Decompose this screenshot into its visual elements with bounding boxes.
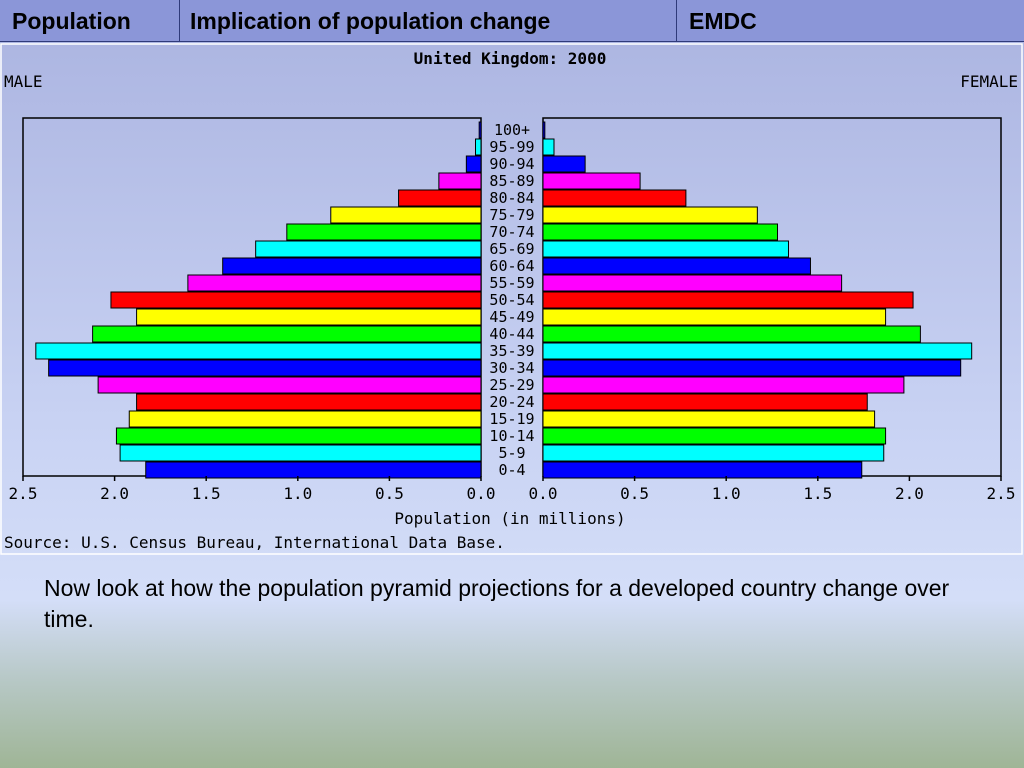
age-label-85-89: 85-89 — [489, 172, 534, 190]
male-bar-75-79 — [330, 206, 482, 224]
age-label-70-74: 70-74 — [489, 223, 534, 241]
male-bar-50-54 — [110, 291, 482, 309]
female-bar-85-89 — [542, 172, 641, 190]
age-label-45-49: 45-49 — [489, 308, 534, 326]
male-bar-70-74 — [286, 223, 482, 241]
male-bar-20-24 — [136, 393, 482, 411]
female-bar-30-34 — [542, 359, 962, 377]
age-label-65-69: 65-69 — [489, 240, 534, 258]
female-label: FEMALE — [960, 72, 1018, 91]
tab-emdc[interactable]: EMDC — [689, 8, 757, 34]
female-bar-5-9 — [542, 444, 885, 462]
male-bar-90-94 — [465, 155, 482, 173]
female-tick-label: 0.5 — [620, 484, 649, 503]
age-label-30-34: 30-34 — [489, 359, 534, 377]
female-tick-label: 2.5 — [987, 484, 1016, 503]
female-bar-10-14 — [542, 427, 887, 445]
header-bar: Population Implication of population cha… — [0, 0, 1024, 42]
female-bar-95-99 — [542, 138, 555, 156]
female-bar-20-24 — [542, 393, 868, 411]
male-bar-65-69 — [255, 240, 482, 258]
male-bar-80-84 — [398, 189, 482, 207]
female-bar-35-39 — [542, 342, 973, 360]
caption-text: Now look at how the population pyramid p… — [44, 575, 950, 632]
age-label-0-4: 0-4 — [498, 461, 525, 479]
female-bar-50-54 — [542, 291, 914, 309]
male-tick-label: 1.5 — [192, 484, 221, 503]
male-bar-95-99 — [475, 138, 482, 156]
tab-implication[interactable]: Implication of population change — [180, 0, 677, 42]
male-tick-label: 0.5 — [375, 484, 404, 503]
age-label-95-99: 95-99 — [489, 138, 534, 156]
age-label-75-79: 75-79 — [489, 206, 534, 224]
female-bar-25-29 — [542, 376, 905, 394]
tab-population[interactable]: Population — [0, 0, 180, 42]
male-bar-30-34 — [48, 359, 482, 377]
female-bar-15-19 — [542, 410, 876, 428]
age-label-15-19: 15-19 — [489, 410, 534, 428]
male-bar-85-89 — [438, 172, 482, 190]
pyramid-svg: United Kingdom: 2000 MALE FEMALE 100+95-… — [0, 43, 1023, 555]
male-tick-label: 2.0 — [100, 484, 129, 503]
age-label-50-54: 50-54 — [489, 291, 534, 309]
male-bar-40-44 — [92, 325, 482, 343]
female-bar-70-74 — [542, 223, 778, 241]
female-bar-80-84 — [542, 189, 687, 207]
female-bar-55-59 — [542, 274, 843, 292]
male-tick-label: 1.0 — [283, 484, 312, 503]
male-tick-label: 2.5 — [9, 484, 38, 503]
male-tick-label: 0.0 — [467, 484, 496, 503]
age-label-100+: 100+ — [494, 121, 530, 139]
female-bar-0-4 — [542, 461, 863, 479]
male-label: MALE — [4, 72, 43, 91]
age-label-20-24: 20-24 — [489, 393, 534, 411]
age-label-90-94: 90-94 — [489, 155, 534, 173]
female-bar-100+ — [542, 121, 546, 139]
male-bar-100+ — [478, 121, 482, 139]
male-bar-45-49 — [136, 308, 482, 326]
female-bar-40-44 — [542, 325, 921, 343]
age-label-25-29: 25-29 — [489, 376, 534, 394]
female-tick-label: 1.5 — [803, 484, 832, 503]
female-bar-65-69 — [542, 240, 789, 258]
age-label-35-39: 35-39 — [489, 342, 534, 360]
age-label-5-9: 5-9 — [498, 444, 525, 462]
age-label-40-44: 40-44 — [489, 325, 534, 343]
chart-title: United Kingdom: 2000 — [414, 49, 607, 68]
male-bar-5-9 — [119, 444, 482, 462]
x-axis-label: Population (in millions) — [394, 509, 625, 528]
male-bar-60-64 — [222, 257, 482, 275]
male-bar-10-14 — [115, 427, 482, 445]
male-bar-35-39 — [35, 342, 482, 360]
male-bar-0-4 — [145, 461, 482, 479]
female-bar-60-64 — [542, 257, 811, 275]
age-label-80-84: 80-84 — [489, 189, 534, 207]
chart-outer-border — [0, 43, 1023, 555]
female-tick-label: 1.0 — [712, 484, 741, 503]
male-bar-25-29 — [97, 376, 482, 394]
source-note: Source: U.S. Census Bureau, Internationa… — [4, 533, 505, 552]
male-bar-15-19 — [128, 410, 482, 428]
female-bar-90-94 — [542, 155, 586, 173]
population-pyramid-chart: United Kingdom: 2000 MALE FEMALE 100+ 95-… — [0, 43, 1024, 555]
age-label-55-59: 55-59 — [489, 274, 534, 292]
female-bar-75-79 — [542, 206, 758, 224]
age-label-10-14: 10-14 — [489, 427, 534, 445]
female-tick-label: 2.0 — [895, 484, 924, 503]
female-tick-label: 0.0 — [529, 484, 558, 503]
age-label-60-64: 60-64 — [489, 257, 534, 275]
male-bar-55-59 — [187, 274, 482, 292]
female-bar-45-49 — [542, 308, 887, 326]
